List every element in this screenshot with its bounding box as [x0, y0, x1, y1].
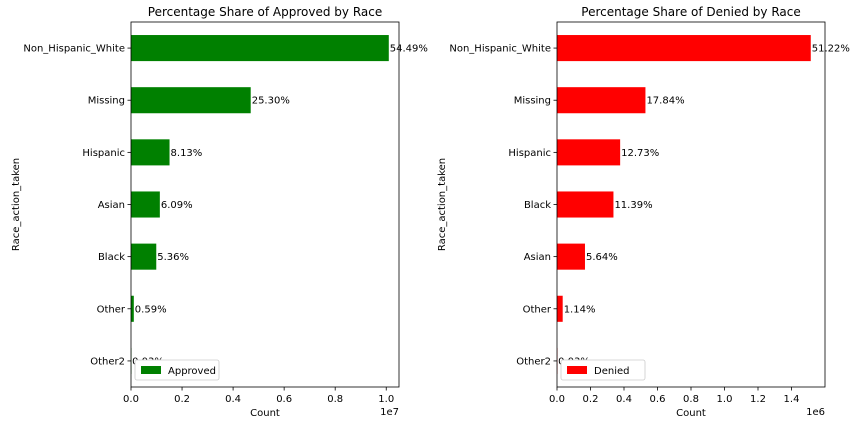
y-tick-label: Black — [524, 200, 551, 211]
x-tick-label: 1.0 — [378, 394, 394, 405]
legend: Approved — [134, 359, 220, 381]
bar-black — [131, 243, 157, 270]
bar-hispanic — [557, 139, 621, 166]
data-label: 1.14% — [564, 304, 596, 315]
x-tick-label: 0.2 — [583, 394, 599, 405]
x-axis-label: Count — [676, 408, 706, 419]
y-tick-label: Missing — [514, 96, 551, 107]
x-tick-label: 0.8 — [683, 394, 699, 405]
bar-missing — [131, 87, 251, 114]
legend-box — [560, 359, 646, 381]
data-label: 6.09% — [161, 200, 193, 211]
y-tick-label: Hispanic — [508, 148, 551, 159]
y-tick-label: Other — [523, 304, 552, 315]
data-label: 11.39% — [614, 200, 652, 211]
chart-panel-2: Percentage Share of Denied by Race Non_Hi… — [437, 5, 850, 419]
y-tick-label: Non_Hispanic_White — [449, 44, 551, 55]
data-label: 25.30% — [252, 96, 290, 107]
x-tick-label: 1.0 — [717, 394, 733, 405]
chart-panel-1: Percentage Share of Approved by Race Non_… — [11, 5, 428, 419]
legend-swatch — [141, 366, 161, 374]
legend-swatch — [567, 366, 587, 374]
legend: Denied — [560, 359, 646, 381]
data-label: 0.59% — [135, 304, 167, 315]
y-tick-label: Asian — [524, 252, 551, 263]
data-label: 54.49% — [390, 44, 428, 55]
x-tick-label: 0.2 — [174, 394, 190, 405]
bar-hispanic — [131, 139, 170, 166]
x-tick-label: 0.0 — [549, 394, 565, 405]
y-tick-label: Hispanic — [82, 148, 125, 159]
x-tick-label: 1.4 — [784, 394, 800, 405]
x-scale-label: 1e7 — [380, 407, 399, 418]
data-label: 51.22% — [812, 44, 850, 55]
bar-non-hispanic-white — [131, 35, 389, 62]
x-tick-label: 0.0 — [123, 394, 139, 405]
bar-asian — [131, 191, 160, 218]
x-tick-label: 0.6 — [276, 394, 292, 405]
x-scale-label: 1e6 — [806, 407, 825, 418]
x-tick-label: 0.8 — [327, 394, 343, 405]
bar-other — [131, 295, 134, 322]
y-tick-label: Other — [97, 304, 126, 315]
bar-missing — [557, 87, 646, 114]
legend-label: Approved — [168, 366, 216, 377]
x-tick-label: 1.2 — [750, 394, 766, 405]
x-axis-label: Count — [250, 408, 280, 419]
bar-black — [557, 191, 614, 218]
x-tick-label: 0.4 — [616, 394, 632, 405]
x-tick-label: 0.6 — [650, 394, 666, 405]
bar-asian — [557, 243, 585, 270]
data-label: 12.73% — [621, 148, 659, 159]
y-tick-label: Other2 — [90, 356, 125, 367]
y-axis-label: Race_action_taken — [11, 158, 22, 251]
legend-label: Denied — [594, 366, 629, 377]
chart-title: Percentage Share of Approved by Race — [148, 5, 382, 19]
y-tick-label: Other2 — [516, 356, 551, 367]
data-label: 5.64% — [586, 252, 618, 263]
data-label: 5.36% — [157, 252, 189, 263]
y-axis-label: Race_action_taken — [437, 158, 448, 251]
bar-other — [557, 295, 563, 322]
x-tick-label: 0.4 — [225, 394, 241, 405]
y-tick-label: Missing — [88, 96, 125, 107]
chart-title: Percentage Share of Denied by Race — [581, 5, 800, 19]
bar-non-hispanic-white — [557, 35, 811, 62]
legend-box — [134, 359, 220, 381]
y-tick-label: Asian — [98, 200, 125, 211]
data-label: 8.13% — [171, 148, 203, 159]
y-tick-label: Non_Hispanic_White — [23, 44, 125, 55]
data-label: 17.84% — [646, 96, 684, 107]
y-tick-label: Black — [98, 252, 125, 263]
